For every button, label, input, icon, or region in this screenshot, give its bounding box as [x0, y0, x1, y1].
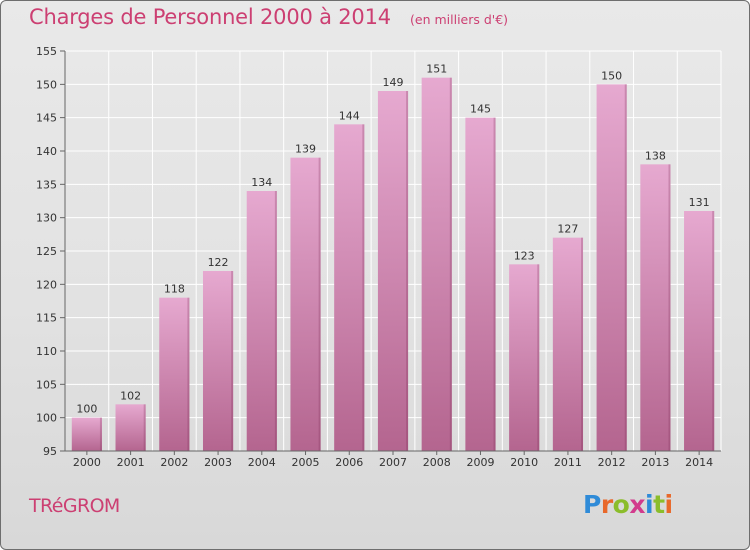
data-label-2012: 150: [601, 69, 622, 82]
x-tick-label-2010: 2010: [510, 456, 538, 469]
bar-edge: [406, 91, 409, 451]
bar-2006: [334, 124, 365, 451]
data-label-2008: 151: [426, 63, 447, 76]
bar-2000: [71, 417, 102, 451]
x-tick-label-2002: 2002: [160, 456, 188, 469]
bar-edge: [187, 297, 190, 451]
data-label-2007: 149: [383, 76, 404, 89]
x-tick-label-2008: 2008: [423, 456, 451, 469]
bar-edge: [274, 191, 277, 451]
y-tick-label: 135: [36, 178, 57, 191]
logo-letter: i: [645, 490, 654, 519]
data-label-2011: 127: [557, 223, 578, 236]
bar-2013: [640, 164, 671, 452]
bar-edge: [493, 117, 496, 452]
bar-2005: [290, 157, 321, 451]
title-row: Charges de Personnel 2000 à 2014 (en mil…: [29, 5, 508, 29]
bar-2007: [377, 91, 409, 451]
bars: [71, 77, 715, 452]
bar-2009: [465, 117, 496, 452]
x-tick-label-2007: 2007: [379, 456, 407, 469]
logo-letter: t: [653, 490, 665, 519]
bar-edge: [449, 77, 452, 452]
x-tick-label-2009: 2009: [466, 456, 494, 469]
y-tick-label: 150: [36, 78, 57, 91]
x-tick-label-2014: 2014: [685, 456, 713, 469]
logo-letter: r: [600, 490, 613, 519]
proxiti-logo: Proxiti: [583, 490, 673, 519]
x-tick-label-2011: 2011: [554, 456, 582, 469]
y-tick-label: 115: [36, 312, 57, 325]
logo-letter: o: [612, 490, 630, 519]
location-name: TRéGROM: [29, 495, 120, 517]
axes: [60, 50, 721, 455]
y-tick-label: 155: [36, 45, 57, 58]
data-label-2002: 118: [164, 283, 185, 296]
y-tick-label: 95: [43, 445, 57, 458]
y-tick-label: 110: [36, 345, 57, 358]
bar-edge: [668, 164, 671, 452]
logo-letter: i: [664, 490, 674, 519]
bar-edge: [99, 417, 102, 451]
y-tick-label: 140: [36, 145, 57, 158]
bar-2003: [202, 271, 234, 451]
chart-title: Charges de Personnel 2000 à 2014: [29, 5, 391, 29]
bar-edge: [362, 124, 365, 451]
bar-edge: [712, 211, 715, 451]
x-tick-label-2001: 2001: [117, 456, 145, 469]
y-tick-label: 125: [36, 245, 57, 258]
y-tick-label: 105: [36, 378, 57, 391]
x-tick-label-2012: 2012: [598, 456, 626, 469]
x-tick-label-2006: 2006: [335, 456, 363, 469]
y-tick-label: 130: [36, 212, 57, 225]
x-tick-label-2013: 2013: [641, 456, 669, 469]
data-label-2014: 131: [689, 196, 710, 209]
bar-edge: [318, 157, 321, 451]
logo-letter: P: [583, 490, 601, 519]
bar-edge: [624, 84, 627, 451]
labels: 95 100 105 110 115 120 125 130 135 140 145 150 155 10…: [36, 45, 713, 469]
x-tick-label-2000: 2000: [73, 456, 101, 469]
bar-edge: [231, 271, 234, 451]
data-label-2004: 134: [251, 176, 272, 189]
data-label-2010: 123: [514, 249, 535, 262]
data-label-2009: 145: [470, 103, 491, 116]
data-label-2003: 122: [208, 256, 229, 269]
bar-2008: [421, 77, 452, 452]
logo-letter: x: [629, 490, 645, 519]
y-tick-label: 120: [36, 278, 57, 291]
bar-2004: [246, 191, 277, 451]
bar-2001: [115, 404, 146, 451]
bar-2010: [509, 264, 540, 451]
bar-edge: [143, 404, 146, 451]
bar-2011: [552, 237, 584, 451]
y-tick-label: 100: [36, 412, 57, 425]
data-label-2001: 102: [120, 389, 141, 402]
bar-2002: [159, 297, 190, 451]
data-label-2000: 100: [76, 403, 97, 416]
y-tick-label: 145: [36, 112, 57, 125]
bar-edge: [581, 237, 584, 451]
x-tick-label-2003: 2003: [204, 456, 232, 469]
x-tick-label-2004: 2004: [248, 456, 276, 469]
bar-2014: [684, 211, 715, 451]
data-label-2013: 138: [645, 149, 666, 162]
data-label-2005: 139: [295, 143, 316, 156]
chart-subtitle: (en milliers d'€): [410, 12, 509, 27]
x-tick-label-2005: 2005: [292, 456, 320, 469]
bar-edge: [537, 264, 540, 451]
bar-2012: [596, 84, 627, 451]
data-label-2006: 144: [339, 109, 360, 122]
